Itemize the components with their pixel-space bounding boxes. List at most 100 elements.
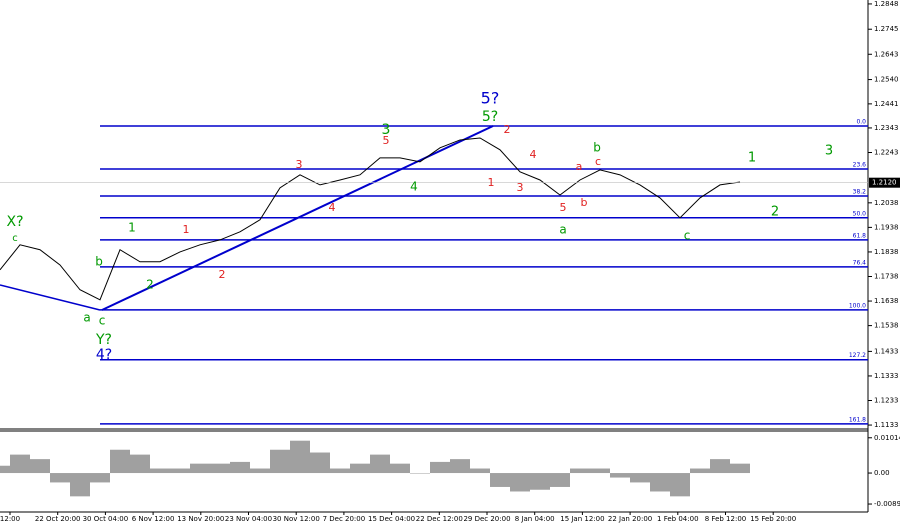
osc-bar [110,449,130,474]
osc-bar [30,459,50,474]
wave-label: b [95,255,103,269]
wave-label: b [593,141,601,155]
wave-label: 4 [530,148,537,161]
x-tick-label: 15 Dec 04:00 [368,515,415,523]
x-tick-label: 7 Dec 20:00 [323,515,366,523]
y-tick-label: 1.2343 [874,124,899,132]
y-tick-label: 1.2643 [874,50,899,58]
x-tick-label: 23 Nov 04:00 [225,515,272,523]
osc-bar [690,468,710,474]
wave-label: c [595,155,601,168]
osc-bar [710,459,730,474]
osc-bar [270,449,290,474]
wave-label: c [99,314,106,328]
osc-bar [70,473,90,497]
y-tick-label: 1.1233 [874,396,899,404]
x-tick-label: 29 Dec 20:00 [463,515,510,523]
y-tick-label: 1.2441 [874,100,899,108]
trend-line [0,284,101,311]
wave-label: X? [6,214,23,230]
osc-tick-label: 0.01014 [874,434,900,442]
wave-label: 1 [488,176,495,189]
y-tick-label: 1.1938 [874,223,899,231]
wave-label: 2 [504,123,511,136]
osc-bar [610,473,630,478]
x-tick-label: 12:00 [0,515,20,523]
wave-label: a [559,223,566,237]
osc-bar [0,465,10,474]
osc-bar [10,454,30,474]
osc-bar [350,463,370,474]
osc-bar [210,463,230,474]
fib-label: 0.0 [856,118,866,125]
wave-label: 1 [183,223,190,236]
osc-bar [390,463,410,474]
x-tick-label: 8 Jan 04:00 [515,515,555,523]
osc-bar [470,468,490,474]
wave-label: 2 [771,205,779,220]
wave-label: 3 [296,158,303,171]
x-tick-label: 22 Dec 12:00 [416,515,463,523]
osc-bar [730,463,750,474]
osc-bar [190,463,210,474]
osc-bar [590,468,610,474]
wave-label: 5? [482,109,498,125]
wave-label: c [12,233,18,244]
wave-label: 3 [382,122,391,138]
wave-label: a [83,311,90,325]
y-tick-label: 1.2745 [874,25,899,33]
y-tick-label: 1.1538 [874,322,899,330]
y-tick-label: 1.2848 [874,0,899,8]
osc-bar [250,468,270,474]
wave-label: 5? [481,89,500,108]
wave-label: 2 [146,278,154,292]
wave-label: 1 [128,221,136,235]
wave-label: Y? [95,332,112,348]
x-tick-label: 6 Nov 12:00 [132,515,175,523]
wave-label: 5 [560,201,567,214]
x-tick-label: 30 Nov 12:00 [273,515,320,523]
osc-bar [410,473,430,474]
fib-label: 127.2 [849,352,866,359]
osc-bar [170,468,190,474]
osc-bar [370,454,390,474]
fib-label: 161.8 [849,416,866,423]
wave-label: 1 [748,151,756,166]
fib-label: 61.8 [853,232,867,239]
y-tick-label: 1.2540 [874,76,899,84]
wave-label: 4? [96,347,112,363]
wave-label: a [576,160,583,173]
osc-bar [490,473,510,487]
wave-label: 5 [383,134,390,147]
osc-bar [550,473,570,487]
fib-label: 23.6 [853,161,867,168]
osc-bar [570,468,590,474]
osc-bar [330,468,350,474]
y-tick-label: 1.1638 [874,297,899,305]
y-tick-label: 1.1738 [874,272,899,280]
osc-bar [290,440,310,474]
osc-tick-label: -0.00891 [874,500,900,508]
osc-bar [510,473,530,492]
osc-bar [310,452,330,474]
fib-label: 76.4 [853,259,867,266]
wave-label: b [581,196,588,209]
osc-tick-label: 0.00 [874,469,890,477]
wave-label: 4 [410,180,418,194]
y-tick-label: 1.1838 [874,248,899,256]
y-tick-label: 1.2243 [874,148,899,156]
price-line [0,137,741,301]
last-price-label: 1.2120 [872,179,897,187]
x-tick-label: 8 Feb 12:00 [705,515,746,523]
price-panel [0,0,868,428]
osc-bar [130,454,150,474]
x-tick-label: 15 Jan 12:00 [560,515,604,523]
y-tick-label: 1.2038 [874,199,899,207]
wave-label: 3 [517,181,524,194]
y-tick-label: 1.1133 [874,421,899,429]
osc-bar [430,461,450,474]
y-tick-label: 1.1333 [874,372,899,380]
x-tick-label: 15 Feb 20:00 [750,515,796,523]
wave-label: 4 [329,201,336,214]
